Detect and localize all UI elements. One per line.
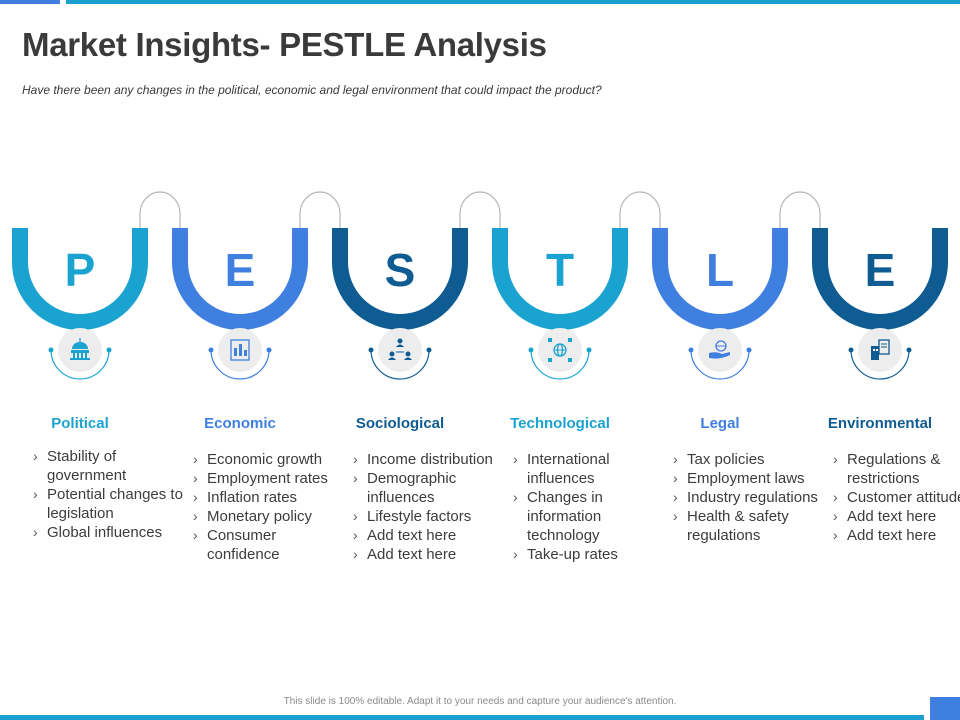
list-item: Add text here: [833, 526, 960, 545]
ring-arc: [370, 349, 430, 380]
chart-document-icon: [230, 339, 250, 361]
corner-accent-block: [930, 697, 960, 720]
u-shape: [332, 228, 468, 330]
globe-circuit-icon: [548, 338, 572, 362]
category-title-economic: Economic: [204, 415, 276, 432]
u-shape: [172, 228, 308, 330]
pestle-letter: S: [385, 244, 416, 296]
pestle-letter: E: [225, 244, 256, 296]
list-item: Inflation rates: [193, 488, 343, 507]
list-item: Demographic influences: [353, 469, 503, 507]
connector-arc: [139, 191, 181, 228]
hand-globe-icon: [709, 340, 730, 359]
list-item: Employment laws: [673, 469, 823, 488]
list-item: Monetary policy: [193, 507, 343, 526]
connector-arc: [619, 191, 661, 228]
category-title-environmental: Environmental: [827, 415, 933, 432]
pestle-unit-sociological: S: [332, 228, 468, 380]
pestle-letter: L: [706, 244, 734, 296]
list-item: Regulations & restrictions: [833, 450, 960, 488]
page-title: Market Insights- PESTLE Analysis: [22, 26, 547, 63]
list-item: Lifestyle factors: [353, 507, 503, 526]
list-item: Income distribution: [353, 450, 503, 469]
ring-arc: [690, 349, 750, 380]
category-list-environmental: Regulations & restrictionsCustomer attit…: [833, 450, 960, 545]
ring-arc: [210, 349, 270, 380]
list-item: Customer attitudes: [833, 488, 960, 507]
u-shape: [652, 228, 788, 330]
pestle-unit-legal: L: [652, 228, 788, 380]
ring-arc: [50, 349, 110, 380]
list-item: Changes in information technology: [513, 488, 663, 545]
connector-arc: [299, 191, 341, 228]
list-item: Economic growth: [193, 450, 343, 469]
list-item: Health & safety regulations: [673, 507, 823, 545]
list-item: Add text here: [833, 507, 960, 526]
u-shape: [812, 228, 948, 330]
people-network-icon: [388, 338, 412, 360]
list-item: Add text here: [353, 526, 503, 545]
category-title-legal: Legal: [700, 415, 740, 432]
building-document-icon: [871, 339, 890, 360]
list-item: Global influences: [33, 523, 183, 542]
list-item: Industry regulations: [673, 488, 823, 507]
list-item: Potential changes to legislation: [33, 485, 183, 523]
icon-background: [378, 328, 422, 372]
pestle-letter: E: [865, 244, 896, 296]
pestle-unit-environmental: E: [812, 228, 948, 380]
list-item: Add text here: [353, 545, 503, 564]
ring-arc: [850, 349, 910, 380]
list-item: Employment rates: [193, 469, 343, 488]
category-title-technological: Technological: [510, 415, 610, 432]
u-shape: [11, 228, 148, 330]
bottom-accent-bar: [0, 715, 924, 720]
pestle-letter: T: [546, 244, 574, 296]
top-accent-bar-long: [66, 0, 960, 4]
pestle-unit-political: P: [11, 228, 148, 380]
category-list-economic: Economic growthEmployment ratesInflation…: [193, 450, 343, 564]
connector-arc: [779, 191, 821, 228]
u-shape: [492, 228, 628, 330]
icon-background: [858, 328, 902, 372]
top-accent-bar-short: [0, 0, 60, 4]
category-list-political: Stability of governmentPotential changes…: [33, 447, 183, 542]
category-list-legal: Tax policiesEmployment lawsIndustry regu…: [673, 450, 823, 545]
pestle-unit-economic: E: [172, 228, 308, 380]
list-item: Stability of government: [33, 447, 183, 485]
connector-arc: [459, 191, 501, 228]
capitol-icon: [70, 338, 90, 360]
category-list-sociological: Income distributionDemographic influence…: [353, 450, 503, 564]
icon-background: [698, 328, 742, 372]
list-item: Consumer confidence: [193, 526, 343, 564]
list-item: International influences: [513, 450, 663, 488]
category-title-political: Political: [51, 415, 109, 432]
ring-arc: [530, 349, 590, 380]
page-subtitle: Have there been any changes in the polit…: [22, 83, 602, 97]
list-item: Take-up rates: [513, 545, 663, 564]
category-title-sociological: Sociological: [355, 415, 445, 432]
pestle-letter: P: [65, 244, 96, 296]
footer-note: This slide is 100% editable. Adapt it to…: [283, 696, 677, 707]
pestle-unit-technological: T: [492, 228, 628, 380]
category-list-technological: International influencesChanges in infor…: [513, 450, 663, 564]
list-item: Tax policies: [673, 450, 823, 469]
